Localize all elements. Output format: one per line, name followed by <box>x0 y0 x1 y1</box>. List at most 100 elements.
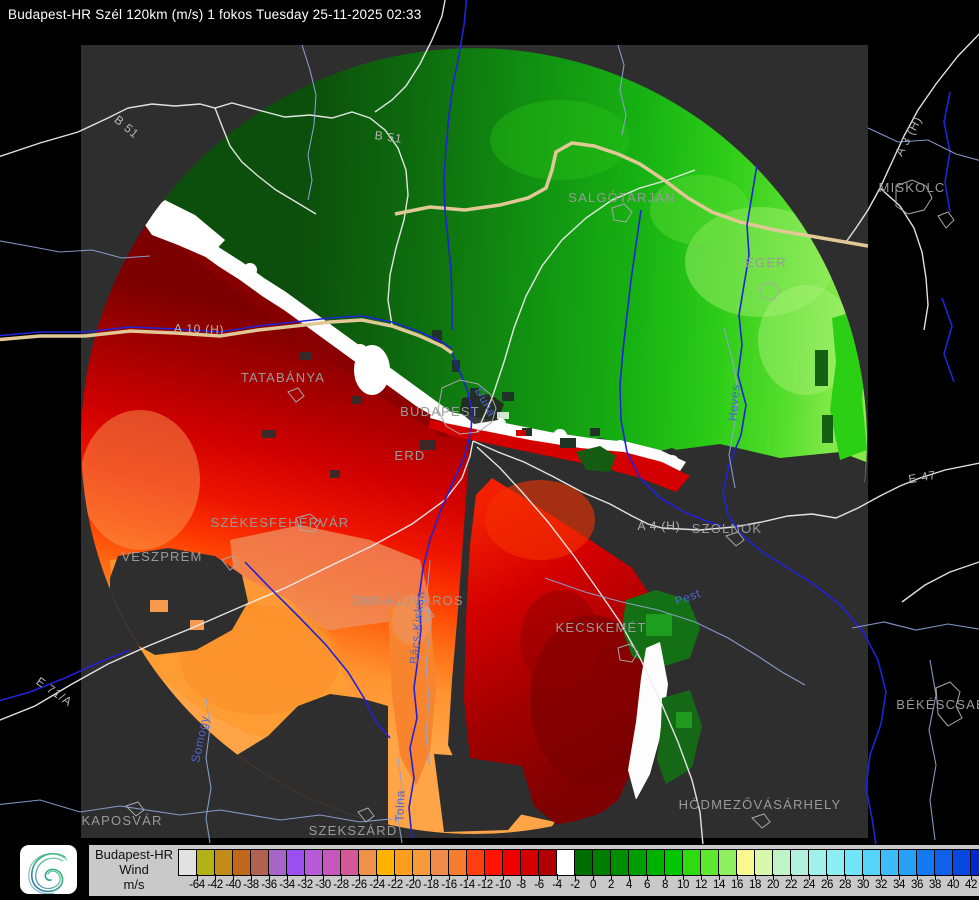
city-label: MISKOLC <box>879 180 946 195</box>
legend-tick <box>215 874 216 880</box>
city-label: EGER <box>745 255 787 270</box>
map-labels: SALGÓTARJÁN MISKOLC EGER TATABÁNYA BUDAPEST E… <box>34 113 979 838</box>
legend-tick <box>953 874 954 880</box>
white-speck <box>497 412 509 419</box>
legend-tick-label: -8 <box>516 879 526 891</box>
legend-cell <box>646 849 666 876</box>
legend-cell <box>880 849 900 876</box>
legend-tick <box>665 874 666 880</box>
legend-tick-label: -2 <box>570 879 580 891</box>
spiral-logo-icon <box>28 853 68 895</box>
road-label: E 47 <box>907 468 937 487</box>
legend-tick <box>899 874 900 880</box>
zero-isodop-patch <box>354 345 390 395</box>
legend-tick <box>773 874 774 880</box>
legend-cell <box>574 849 594 876</box>
legend-tick <box>287 874 288 880</box>
legend-cell <box>196 849 216 876</box>
legend-cell <box>682 849 702 876</box>
city-label: BÉKÉSCSABA <box>896 697 979 712</box>
legend-tick <box>323 874 324 880</box>
legend-tick-label: 10 <box>677 879 689 891</box>
legend-tick <box>737 874 738 880</box>
green-bright-speck <box>646 614 672 636</box>
zero-isodop-stripe-sse <box>628 642 668 800</box>
legend-tick-label: 16 <box>731 879 743 891</box>
map-highway-tan <box>0 141 869 355</box>
legend-tick <box>917 874 918 880</box>
city-label: SZOLNOK <box>692 521 763 536</box>
legend-tick <box>377 874 378 880</box>
legend-cell <box>772 849 792 876</box>
legend-bar: Budapest-HR Wind m/s -64 -42 -40 -38 -36 -34-… <box>88 844 979 896</box>
legend-tick-label: 26 <box>821 879 833 891</box>
green-bright-patch <box>650 175 750 245</box>
legend-cell <box>610 849 630 876</box>
legend-tick <box>791 874 792 880</box>
legend-cell <box>700 849 720 876</box>
red-speck <box>516 430 526 436</box>
legend-tick-label: 8 <box>662 879 668 891</box>
legend-tick <box>629 874 630 880</box>
city-label: SZEKSZÁRD <box>309 823 398 838</box>
legend-cell <box>394 849 414 876</box>
legend-cell <box>286 849 306 876</box>
velocity-field <box>81 48 867 834</box>
legend-tick-label: 28 <box>839 879 851 891</box>
map-borders-lightblue <box>0 44 979 844</box>
legend-tick-label: -64 <box>189 879 205 891</box>
legend-tick-label: -16 <box>441 879 457 891</box>
legend-cell <box>466 849 486 876</box>
legend-cell <box>808 849 828 876</box>
legend-tick <box>971 874 972 880</box>
legend-product: Budapest-HR <box>94 847 174 862</box>
legend-tick-label: 18 <box>749 879 761 891</box>
nodata-blob-veszprem <box>110 548 248 655</box>
legend-tick <box>863 874 864 880</box>
legend-tick <box>413 874 414 880</box>
velocity-green-sector <box>160 48 867 482</box>
map-roads-white <box>0 0 979 846</box>
legend-tick <box>359 874 360 880</box>
legend-cell <box>484 849 504 876</box>
legend-cell <box>826 849 846 876</box>
legend-tick-label: 20 <box>767 879 779 891</box>
legend-tick-label: 12 <box>695 879 707 891</box>
legend-cell <box>250 849 270 876</box>
legend-tick <box>647 874 648 880</box>
city-label: BUDAPEST <box>400 404 480 419</box>
orange-speck <box>190 620 204 630</box>
legend-tick <box>845 874 846 880</box>
green-bright-speck <box>676 712 692 728</box>
legend-tick-label: 40 <box>947 879 959 891</box>
legend-tick <box>233 874 234 880</box>
legend-tick <box>593 874 594 880</box>
road-label: A 4 (H) <box>638 519 681 533</box>
orange-speck <box>150 600 168 612</box>
legend-tick-label: 30 <box>857 879 869 891</box>
road-label: B 51 <box>374 128 404 146</box>
legend-tick-label: 4 <box>626 879 632 891</box>
legend-tick <box>431 874 432 880</box>
legend-tick-label: -4 <box>552 879 562 891</box>
legend-cell <box>214 849 234 876</box>
legend-cell <box>376 849 396 876</box>
legend-cell <box>952 849 972 876</box>
green-pale-patch <box>758 285 854 395</box>
legend-tick-label: -32 <box>297 879 313 891</box>
legend-tick <box>755 874 756 880</box>
legend-cell <box>592 849 612 876</box>
app-logo <box>20 845 77 895</box>
legend-tick <box>251 874 252 880</box>
city-label: TATABÁNYA <box>241 370 325 385</box>
legend-cell <box>538 849 558 876</box>
legend-cell <box>502 849 522 876</box>
legend-tick <box>881 874 882 880</box>
legend-tick-label: 34 <box>893 879 905 891</box>
legend-cell <box>322 849 342 876</box>
legend-cell <box>916 849 936 876</box>
city-label: SALGÓTARJÁN <box>568 190 676 205</box>
legend-tick-label: 36 <box>911 879 923 891</box>
light-orange-patch <box>81 410 200 550</box>
